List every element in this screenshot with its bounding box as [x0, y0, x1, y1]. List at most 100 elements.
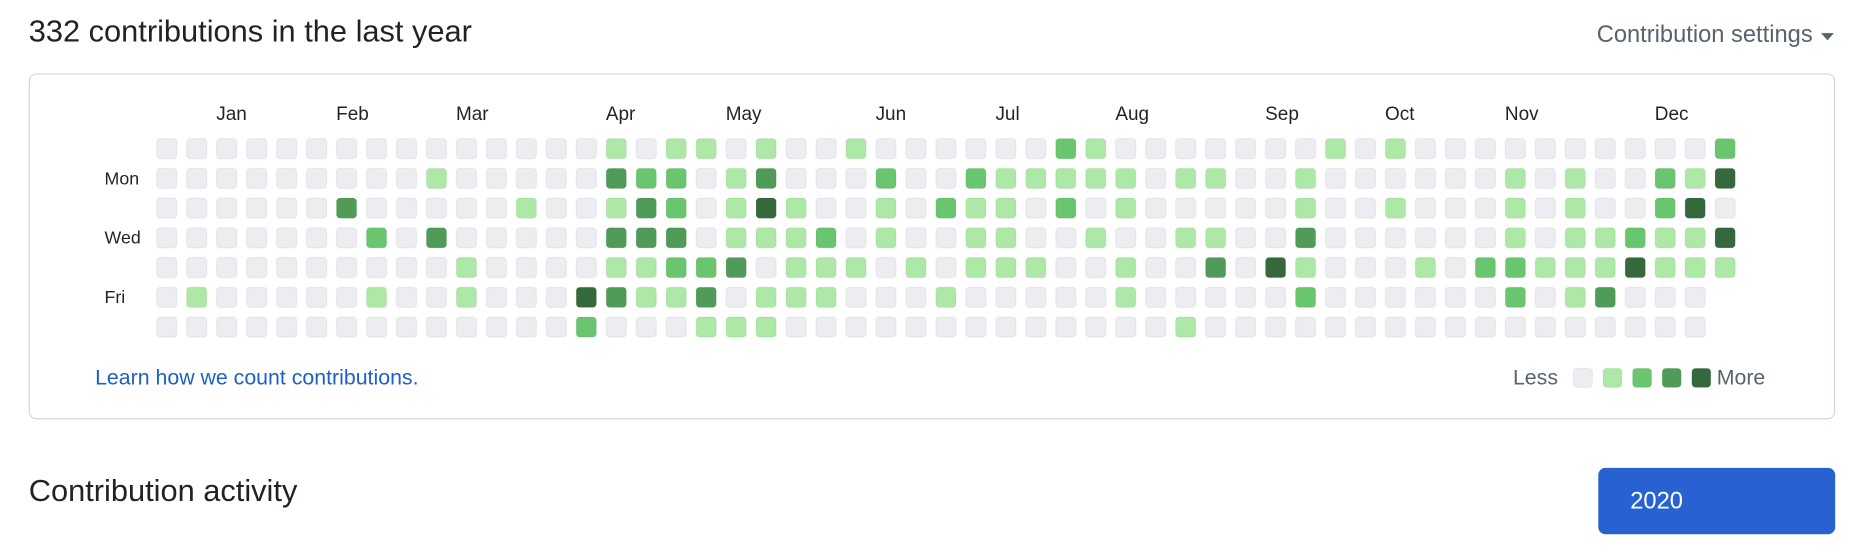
- contribution-cell: [605, 316, 627, 338]
- contribution-cell: [305, 227, 328, 249]
- contribution-cell: [1564, 316, 1586, 338]
- contribution-cell: [1684, 137, 1706, 160]
- contribution-cell: [1714, 137, 1736, 160]
- contribution-cell: [815, 316, 837, 338]
- learn-link[interactable]: Learn how we count contributions.: [95, 366, 418, 390]
- contribution-cell: [1115, 256, 1137, 279]
- contribution-cell: [575, 286, 597, 308]
- contribution-cell: [965, 167, 987, 190]
- contribution-cell: [425, 227, 448, 249]
- contribution-cell: [186, 137, 208, 160]
- contribution-cell: [1264, 227, 1287, 249]
- contribution-cell: [665, 227, 687, 249]
- contribution-cell: [635, 137, 657, 160]
- contribution-cell: [275, 286, 298, 308]
- contribution-cell: [275, 167, 298, 190]
- contribution-cell: [575, 256, 597, 279]
- contribution-cell: [1175, 256, 1197, 279]
- contribution-cell: [725, 167, 747, 190]
- contribution-cell: [186, 167, 208, 190]
- contribution-cell: [1534, 256, 1556, 279]
- contribution-cell: [635, 286, 657, 308]
- contribution-cell: [845, 286, 867, 308]
- contribution-cell: [1085, 227, 1107, 249]
- contribution-cell: [605, 137, 627, 160]
- contribution-cell: [1624, 256, 1646, 279]
- contribution-cell: [725, 256, 747, 279]
- contribution-cell: [545, 227, 568, 249]
- contribution-cell: [845, 137, 867, 160]
- contribution-cell: [1205, 137, 1227, 160]
- contribution-cell: [515, 197, 538, 219]
- contribution-cell: [1444, 316, 1467, 338]
- contribution-cell: [725, 286, 747, 308]
- contribution-cell: [875, 316, 897, 338]
- month-label: Apr: [606, 104, 635, 125]
- contribution-cell: [1414, 167, 1437, 190]
- contribution-cell: [665, 316, 687, 338]
- contribution-cell: [995, 137, 1017, 160]
- contribution-cell: [305, 286, 328, 308]
- contribution-cell: [575, 167, 597, 190]
- contribution-cell: [1175, 286, 1197, 308]
- contribution-cell: [1115, 227, 1137, 249]
- contribution-cell: [1534, 197, 1556, 219]
- contribution-cell: [965, 227, 987, 249]
- contribution-cell: [395, 197, 418, 219]
- contribution-cell: [335, 197, 358, 219]
- contribution-cell: [216, 316, 238, 338]
- contribution-cell: [455, 137, 478, 160]
- contribution-cell: [695, 137, 717, 160]
- contribution-cell: [695, 316, 717, 338]
- contribution-cell: [1234, 197, 1257, 219]
- contribution-cell: [1055, 256, 1077, 279]
- contribution-cell: [785, 316, 807, 338]
- contribution-cell: [935, 316, 957, 338]
- contribution-cell: [1684, 197, 1706, 219]
- contribution-cell: [515, 167, 538, 190]
- contribution-cell: [1384, 227, 1407, 249]
- contribution-cell: [156, 286, 178, 308]
- contribution-cell: [156, 137, 178, 160]
- contribution-cell: [1654, 167, 1676, 190]
- contribution-cell: [1414, 286, 1437, 308]
- year-button-label[interactable]: 2020: [1630, 489, 1683, 515]
- settings-dropdown[interactable]: Contribution settings: [1597, 22, 1813, 48]
- contribution-cell: [845, 227, 867, 249]
- contribution-cell: [485, 197, 508, 219]
- contribution-cell: [1025, 286, 1047, 308]
- contribution-cell: [156, 227, 178, 249]
- contribution-cell: [515, 227, 538, 249]
- contribution-cell: [815, 197, 837, 219]
- contribution-cell: [995, 167, 1017, 190]
- contribution-cell: [245, 286, 268, 308]
- contribution-cell: [875, 167, 897, 190]
- year-button[interactable]: [1598, 467, 1836, 535]
- contribution-cell: [965, 197, 987, 219]
- dropdown-caret[interactable]: [1820, 33, 1834, 41]
- contribution-cell: [305, 137, 328, 160]
- contribution-cell: [635, 167, 657, 190]
- contribution-cell: [1444, 227, 1467, 249]
- contribution-cell: [365, 197, 388, 219]
- contribution-cell: [1504, 167, 1527, 190]
- contribution-cell: [575, 197, 597, 219]
- month-label: Mar: [456, 104, 489, 125]
- contribution-cell: [995, 256, 1017, 279]
- contribution-cell: [1234, 286, 1257, 308]
- contribution-cell: [305, 316, 328, 338]
- contribution-cell: [1294, 197, 1317, 219]
- contribution-cell: [395, 137, 418, 160]
- contribution-cell: [1594, 227, 1616, 249]
- contribution-cell: [1175, 316, 1197, 338]
- contribution-cell: [1025, 197, 1047, 219]
- contribution-cell: [1115, 137, 1137, 160]
- contribution-cell: [1684, 256, 1706, 279]
- contribution-cell: [515, 286, 538, 308]
- contribution-cell: [725, 197, 747, 219]
- contribution-cell: [905, 197, 927, 219]
- contribution-cell: [1234, 316, 1257, 338]
- contribution-cell: [335, 167, 358, 190]
- month-label: Jul: [995, 104, 1019, 125]
- contribution-cell: [1145, 256, 1167, 279]
